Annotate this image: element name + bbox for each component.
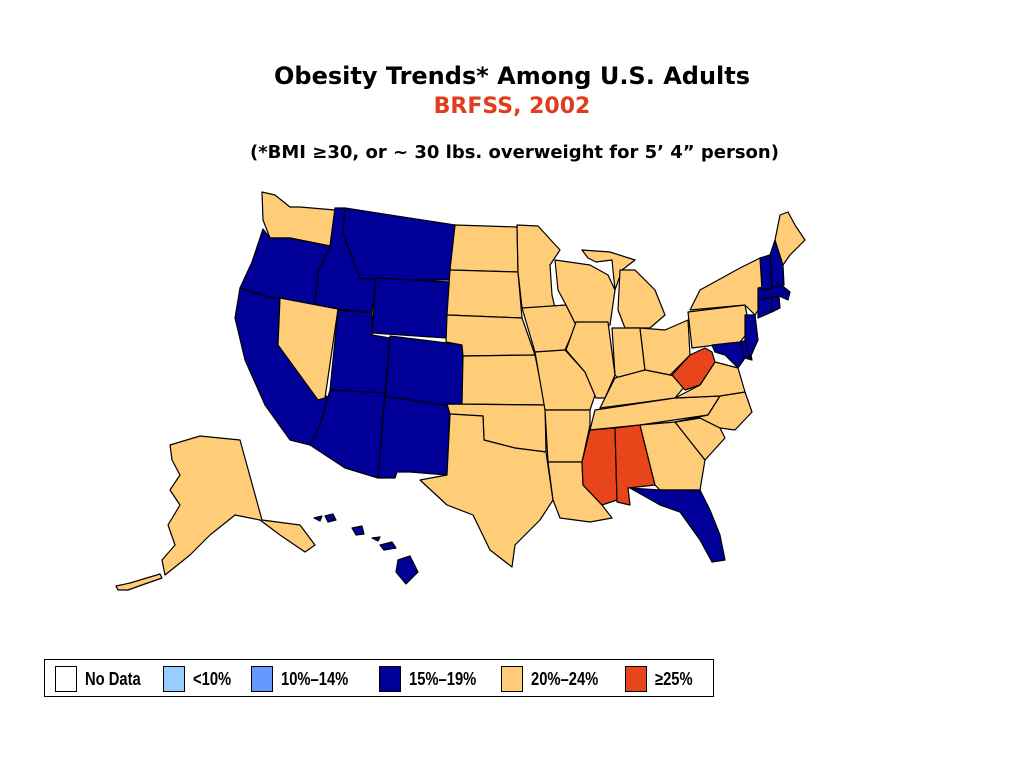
chart-note: (*BMI ≥30, or ~ 30 lbs. overweight for 5… [250, 142, 779, 163]
legend-label: 10%–14% [281, 669, 349, 689]
state-TX [419, 413, 554, 568]
state-SD [446, 269, 523, 319]
state-HI-5 [379, 541, 397, 551]
state-HI-1 [313, 515, 323, 522]
state-NH [769, 239, 785, 289]
state-MN [516, 224, 561, 309]
state-HI-2 [324, 513, 337, 523]
state-MT [342, 207, 456, 281]
legend-label: 15%–19% [409, 669, 477, 689]
legend-swatch-ge25 [625, 666, 647, 692]
state-AK-chain [115, 573, 163, 591]
state-NM [377, 395, 451, 479]
state-WV [671, 347, 716, 391]
legend-swatch-15-19 [379, 666, 401, 692]
state-WY [371, 277, 451, 339]
state-RI [771, 295, 781, 313]
state-NV [277, 297, 339, 401]
chart-subtitle: BRFSS, 2002 [433, 94, 591, 119]
legend-swatch-20-24 [501, 666, 523, 692]
state-HI-4 [371, 536, 381, 542]
state-HI-3 [351, 525, 365, 536]
state-MI [581, 249, 636, 291]
state-WI [554, 259, 616, 326]
state-IL [565, 321, 616, 399]
legend-swatch-no-data [55, 666, 77, 692]
legend-label: ≥25% [655, 669, 693, 689]
state-KS [461, 354, 546, 406]
state-AR [544, 409, 591, 463]
state-HI-6 [395, 555, 419, 585]
legend-swatch-10-14 [251, 666, 273, 692]
state-FL [629, 487, 726, 563]
state-NJ [744, 314, 759, 359]
state-NY [689, 257, 766, 316]
state-ME [774, 211, 806, 266]
state-ND [449, 224, 519, 273]
legend: No Data <10% 10%–14% 15%–19% 20%–24% ≥25… [44, 659, 714, 697]
state-MI-lower [617, 269, 666, 329]
legend-swatch-lt10 [163, 666, 185, 692]
legend-label: No Data [85, 669, 141, 689]
legend-label: 20%–24% [531, 669, 599, 689]
chart-title: Obesity Trends* Among U.S. Adults [273, 62, 751, 90]
state-AK [161, 435, 316, 576]
state-CO [384, 335, 464, 407]
legend-label: <10% [193, 669, 232, 689]
